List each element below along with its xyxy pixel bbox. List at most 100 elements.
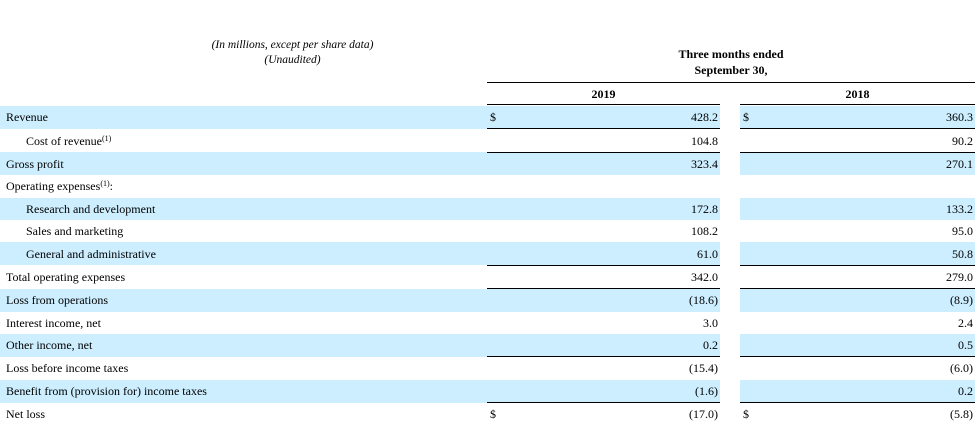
column-gap <box>720 379 740 403</box>
currency-symbol <box>487 379 517 404</box>
value-2019: 0.2 <box>517 333 720 357</box>
value-2018: (5.8) <box>770 402 975 425</box>
currency-symbol: $ <box>740 402 770 425</box>
row-label: Loss before income taxes <box>6 361 129 376</box>
column-gap <box>720 242 740 266</box>
year-2018-header: 2018 <box>845 87 870 101</box>
table-caption: (In millions, except per share data) (Un… <box>120 38 465 68</box>
row-interest-income-net: Interest income, net 3.0 2.4 <box>0 311 975 334</box>
currency-symbol <box>487 264 517 289</box>
row-operating-expenses: Operating expenses(1): <box>0 175 975 198</box>
row-label: Other income, net <box>0 333 487 357</box>
row-loss-from-operations: Loss from operations (18.6) (8.9) <box>0 288 975 312</box>
currency-symbol <box>740 175 770 197</box>
value-2019: 172.8 <box>517 197 720 220</box>
currency-symbol: $ <box>487 402 517 425</box>
currency-symbol <box>740 356 770 380</box>
row-label: Loss from operations <box>0 288 487 312</box>
value-2019: (17.0) <box>517 402 720 425</box>
currency-symbol <box>487 128 517 153</box>
value-2018: 133.2 <box>770 197 975 220</box>
year-2018-rule <box>740 104 975 105</box>
row-label: General and administrative <box>0 242 487 266</box>
row-other-income-net: Other income, net 0.2 0.5 <box>0 333 975 357</box>
currency-symbol <box>487 333 517 357</box>
row-label: Research and development <box>0 197 487 220</box>
year-2019-header: 2019 <box>591 87 616 101</box>
footnote-marker: (1) <box>100 179 110 189</box>
currency-symbol <box>487 312 517 334</box>
row-loss-before-income-taxes: Loss before income taxes (15.4) (6.0) <box>0 356 975 380</box>
column-gap <box>720 288 740 312</box>
currency-symbol <box>740 151 770 176</box>
currency-symbol: $ <box>740 106 770 129</box>
value-2019: 323.4 <box>517 151 720 176</box>
value-2018: 90.2 <box>770 128 975 153</box>
currency-symbol <box>740 220 770 242</box>
row-research-and-development: Research and development 172.8 133.2 <box>0 197 975 220</box>
value-2018: 50.8 <box>770 242 975 266</box>
row-label: Operating expenses(1): <box>6 179 113 194</box>
row-label: Gross profit <box>0 152 487 176</box>
row-revenue: Revenue $428.2 $360.3 <box>0 106 975 129</box>
row-label: Sales and marketing <box>26 224 124 239</box>
column-gap <box>720 333 740 357</box>
currency-symbol <box>487 220 517 242</box>
period-line-2: September 30, <box>694 63 768 77</box>
value-2018: 95.0 <box>952 224 973 239</box>
year-2019-rule <box>487 104 720 105</box>
column-gap <box>720 219 740 243</box>
value-2018: (6.0) <box>770 356 975 380</box>
row-benefit-from-provision-for-income-taxes: Benefit from (provision for) income taxe… <box>0 379 975 404</box>
value-2018: 0.2 <box>770 379 975 404</box>
value-2019 <box>517 175 720 197</box>
value-2018: 0.5 <box>770 333 975 357</box>
value-2019: 61.0 <box>517 242 720 266</box>
currency-symbol <box>740 312 770 334</box>
row-sales-and-marketing: Sales and marketing 108.2 95.0 <box>0 219 975 243</box>
row-label: Net loss <box>6 407 45 422</box>
currency-symbol <box>740 242 770 266</box>
column-gap <box>720 197 740 220</box>
currency-symbol <box>487 175 517 197</box>
value-2019: 104.8 <box>517 128 720 153</box>
value-2019: 342.0 <box>517 264 720 289</box>
column-gap <box>720 106 740 129</box>
column-gap <box>720 152 740 176</box>
row-label: Benefit from (provision for) income taxe… <box>0 379 487 403</box>
row-label: Revenue <box>0 106 487 129</box>
row-label: Interest income, net <box>6 315 101 330</box>
currency-symbol <box>740 128 770 153</box>
column-gap <box>720 402 740 425</box>
currency-symbol <box>487 356 517 380</box>
value-2019: 108.2 <box>691 224 718 239</box>
currency-symbol <box>740 288 770 312</box>
value-2018: 360.3 <box>770 106 975 129</box>
currency-symbol <box>740 379 770 404</box>
value-2019: (18.6) <box>517 288 720 312</box>
value-2019: 428.2 <box>517 106 720 129</box>
column-gap <box>720 311 740 334</box>
value-2019: (15.4) <box>517 356 720 380</box>
currency-symbol <box>487 288 517 312</box>
currency-symbol <box>487 242 517 266</box>
row-gross-profit: Gross profit 323.4 270.1 <box>0 151 975 176</box>
period-header-rule <box>487 82 975 83</box>
currency-symbol <box>740 264 770 289</box>
row-net-loss: Net loss $ (17.0) $ (5.8) <box>0 402 975 425</box>
column-gap <box>720 356 740 380</box>
caption-units: (In millions, except per share data) <box>211 39 374 51</box>
value-2018: (8.9) <box>770 288 975 312</box>
column-gap <box>720 265 740 289</box>
row-label: Total operating expenses <box>6 269 126 284</box>
value-2018: 279.0 <box>770 264 975 289</box>
value-2018 <box>770 175 975 197</box>
currency-symbol <box>487 151 517 176</box>
caption-unaudited: (Unaudited) <box>264 54 321 66</box>
footnote-marker: (1) <box>101 133 112 143</box>
currency-symbol <box>740 197 770 220</box>
currency-symbol <box>740 333 770 357</box>
income-statement-table: Revenue $428.2 $360.3 Cost of revenue(1) 104… <box>0 106 975 425</box>
period-line-1: Three months ended <box>678 47 784 61</box>
row-general-and-administrative: General and administrative 61.0 50.8 <box>0 242 975 266</box>
